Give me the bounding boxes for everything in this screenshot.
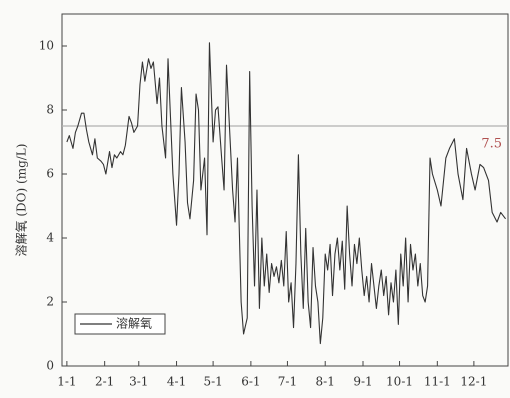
y-tick-label: 8 — [46, 103, 54, 117]
y-tick-label: 4 — [46, 231, 54, 245]
y-tick-label: 6 — [46, 167, 54, 181]
x-tick-label: 11-1 — [424, 375, 451, 389]
y-tick-label: 2 — [46, 295, 54, 309]
plot-frame — [61, 13, 509, 367]
x-tick-label: 7-1 — [278, 375, 297, 389]
legend-box — [74, 313, 166, 335]
x-tick-label: 10-1 — [386, 375, 413, 389]
x-tick-label: 5-1 — [203, 375, 222, 389]
x-tick-label: 9-1 — [353, 375, 372, 389]
reference-label: 7.5 — [481, 137, 502, 152]
x-tick-label: 6-1 — [241, 375, 260, 389]
y-tick-label: 10 — [39, 39, 54, 53]
x-tick-label: 1-1 — [57, 375, 76, 389]
x-tick-label: 2-1 — [95, 375, 114, 389]
y-tick-label: 0 — [46, 359, 54, 373]
data-line — [66, 42, 507, 345]
y-axis-label: 溶解氧 (DO) (mg/L) — [14, 144, 29, 257]
x-tick-label: 12-1 — [460, 375, 487, 389]
x-tick-label: 4-1 — [167, 375, 186, 389]
x-tick-label: 3-1 — [129, 375, 148, 389]
legend-label: 溶解氧 — [116, 316, 152, 331]
x-tick-label: 8-1 — [316, 375, 335, 389]
